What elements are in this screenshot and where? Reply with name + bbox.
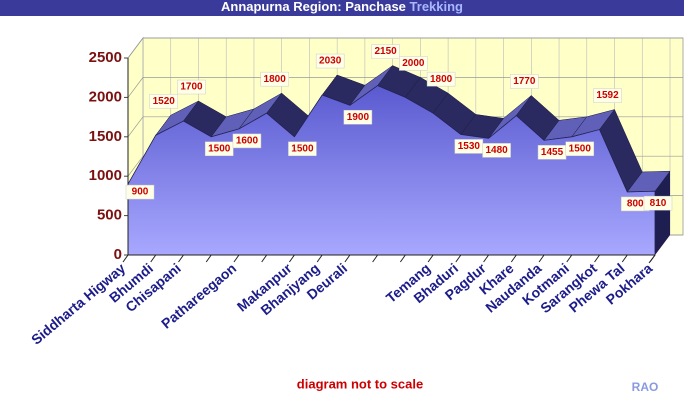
data-label-text: 1592 — [596, 90, 619, 101]
data-label: 1500 — [565, 141, 595, 157]
data-label-bg — [565, 141, 595, 157]
title-main: Annapurna Region: Panchase — [221, 0, 406, 14]
x-tick — [316, 254, 323, 263]
data-label-bg — [643, 195, 673, 211]
y-tick-label: 500 — [97, 207, 122, 224]
header-bar — [0, 0, 684, 16]
x-tick — [289, 254, 295, 263]
x-tick — [649, 254, 656, 263]
data-label: 1500 — [288, 141, 317, 157]
data-label-bg — [288, 141, 317, 157]
data-label-text: 1600 — [236, 136, 259, 147]
data-label: 810 — [643, 195, 673, 211]
x-tick — [594, 254, 600, 263]
data-label-bg — [315, 53, 345, 69]
data-label: 1800 — [426, 71, 456, 87]
data-label-text: 1700 — [180, 82, 203, 93]
x-tick — [122, 254, 129, 263]
data-label-bg — [371, 44, 400, 59]
y-tick-label: 1000 — [89, 167, 122, 184]
grid-line — [127, 116, 683, 138]
data-label-bg — [125, 184, 155, 200]
data-label: 1800 — [260, 71, 289, 87]
data-label: 1770 — [510, 74, 539, 89]
y-tick-label: 2000 — [89, 88, 122, 105]
data-label-bg — [260, 71, 289, 87]
grid-line — [127, 77, 683, 98]
data-label-text: 1500 — [569, 143, 592, 154]
x-tick — [233, 254, 240, 263]
x-tick — [150, 254, 157, 263]
data-label-text: 1520 — [153, 96, 176, 107]
data-label: 2150 — [371, 44, 400, 59]
data-label: 900 — [125, 184, 155, 200]
y-tick-label: 2500 — [89, 49, 122, 66]
x-tick — [205, 254, 212, 263]
data-label-bg — [593, 88, 622, 103]
data-label: 1900 — [343, 110, 373, 125]
data-label: 1520 — [149, 93, 178, 109]
x-tick — [427, 254, 434, 263]
y-tick-label: 1500 — [89, 128, 122, 145]
data-label-bg — [149, 93, 178, 109]
data-label-text: 1530 — [458, 141, 481, 152]
x-tick — [566, 254, 573, 263]
note: diagram not to scale — [297, 376, 423, 391]
data-label-text: 900 — [132, 187, 149, 198]
x-tick — [538, 254, 545, 263]
data-label-text: 1480 — [485, 145, 508, 156]
data-label-text: 1455 — [541, 147, 564, 158]
data-label: 1455 — [537, 145, 567, 160]
x-tick — [455, 254, 462, 263]
chart-title: Annapurna Region: Panchase Trekking — [221, 0, 463, 14]
data-label-bg — [426, 71, 456, 87]
data-label-bg — [343, 110, 373, 125]
data-label-text: 1500 — [291, 143, 314, 154]
x-tick — [344, 254, 351, 263]
data-label-bg — [510, 74, 539, 89]
y-tick-label: 0 — [114, 246, 122, 263]
x-tick — [178, 254, 184, 263]
data-label: 1500 — [204, 141, 234, 157]
data-label: 1592 — [593, 88, 622, 103]
x-tick — [483, 254, 489, 263]
x-tick — [261, 254, 268, 263]
x-tick — [399, 254, 406, 263]
data-label-text: 2030 — [319, 56, 342, 67]
data-label-bg — [399, 56, 428, 71]
end-face — [655, 171, 670, 255]
data-label-text: 1770 — [513, 76, 536, 87]
data-label-text: 800 — [627, 199, 644, 210]
data-label-text: 810 — [650, 198, 667, 209]
data-label: 1700 — [177, 79, 206, 95]
data-label-text: 1800 — [264, 74, 287, 85]
data-label-bg — [204, 141, 234, 157]
data-label-bg — [232, 133, 262, 149]
data-label: 2000 — [399, 56, 428, 71]
grid-line — [127, 37, 683, 59]
data-label-text: 2150 — [375, 46, 398, 57]
data-label: 1530 — [454, 139, 484, 154]
x-tick — [621, 254, 628, 263]
data-label-text: 2000 — [402, 58, 425, 69]
x-tick — [372, 254, 379, 263]
credit: RAO — [632, 380, 659, 394]
data-label-text: 1500 — [208, 143, 231, 154]
area — [127, 85, 656, 256]
title-highlight: Trekking — [410, 0, 464, 14]
data-label-bg — [177, 79, 206, 95]
data-label: 2030 — [315, 53, 345, 69]
data-label: 1480 — [482, 143, 511, 158]
data-label: 1600 — [232, 133, 262, 149]
data-label-text: 1900 — [347, 112, 370, 123]
data-label-bg — [482, 143, 511, 158]
data-label-text: 1800 — [430, 74, 453, 85]
x-tick — [510, 254, 517, 263]
